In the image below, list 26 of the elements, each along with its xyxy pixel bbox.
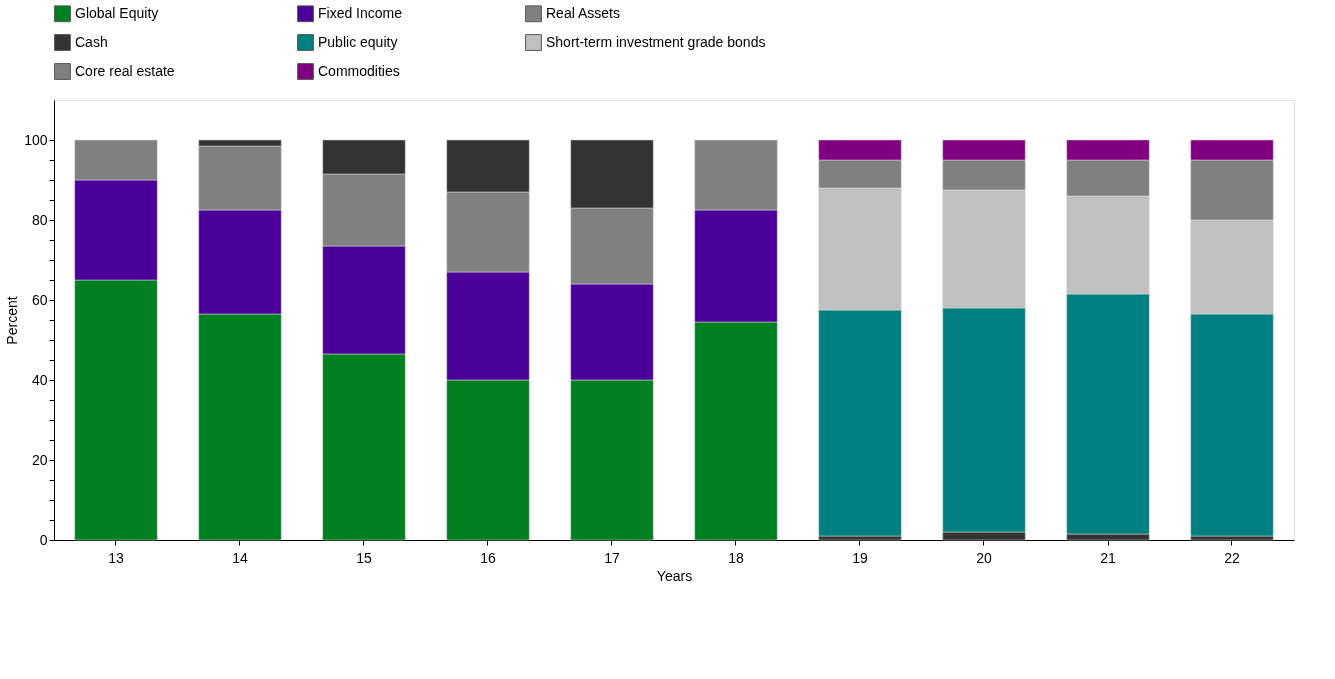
legend-label: Global Equity — [75, 4, 159, 21]
x-tick-label: 19 — [852, 549, 868, 566]
x-tick-label: 17 — [604, 549, 620, 566]
x-axis-title: Years — [656, 567, 693, 584]
y-axis-title: Percent — [4, 296, 21, 345]
legend-label: Commodities — [318, 62, 400, 79]
legend-label: Fixed Income — [318, 4, 403, 21]
legend-label: Short-term investment grade bonds — [546, 33, 766, 50]
x-tick-label: 22 — [1224, 549, 1240, 566]
y-tick-label: 100 — [24, 131, 48, 148]
y-tick-label: 80 — [31, 211, 48, 228]
x-tick-label: 13 — [108, 549, 124, 566]
y-tick-label: 20 — [31, 451, 48, 468]
legend-label: Core real estate — [75, 62, 175, 79]
y-tick-label: 60 — [31, 291, 48, 308]
x-tick-label: 21 — [1100, 549, 1116, 566]
legend-label: Public equity — [318, 33, 398, 50]
y-tick-label: 40 — [31, 371, 48, 388]
x-tick-label: 20 — [976, 549, 992, 566]
legend-label: Cash — [75, 33, 108, 50]
x-tick-label: 16 — [480, 549, 496, 566]
legend-label: Real Assets — [546, 4, 620, 21]
x-tick-label: 15 — [356, 549, 372, 566]
x-tick-label: 14 — [232, 549, 248, 566]
y-tick-label: 0 — [39, 531, 48, 548]
x-tick-label: 18 — [728, 549, 744, 566]
